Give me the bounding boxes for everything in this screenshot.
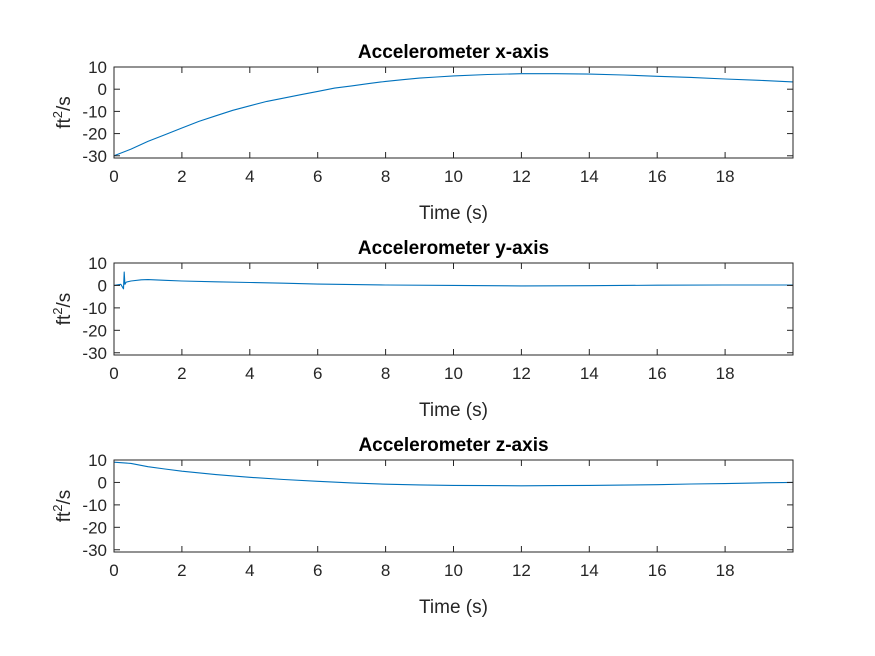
x-axis-ylabel-unit: /s [54, 96, 75, 111]
z-axis-xtick-label: 12 [512, 561, 531, 580]
z-axis-xtick-label: 16 [648, 561, 667, 580]
y-axis-xtick-label: 18 [716, 364, 735, 383]
x-axis-ytick-label: -30 [82, 147, 107, 166]
y-axis-xtick-label: 4 [245, 364, 254, 383]
x-axis-axes-box [113, 66, 794, 159]
y-axis-xlabel: Time (s) [419, 400, 488, 421]
x-axis-ytick-label: -10 [82, 102, 107, 121]
x-axis-xtick-label: 14 [580, 167, 599, 186]
z-axis-xtick-label: 8 [381, 561, 390, 580]
subplot-z-axis: 0 2 4 6 8 10 12 14 16 18 10 0 -10 -20 -30 Accelerometer… [50, 435, 794, 618]
z-axis-ytick-label: 0 [98, 473, 107, 492]
x-axis-xtick-label: 12 [512, 167, 531, 186]
y-axis-data-line-0 [113, 271, 793, 290]
x-axis-ylabel-exponent: 2 [50, 111, 65, 118]
y-axis-xtick-label: 12 [512, 364, 531, 383]
z-axis-ylabel-unit: /s [54, 490, 75, 505]
z-axis-xlabel: Time (s) [419, 597, 488, 618]
y-axis-xtick-label: 0 [109, 364, 118, 383]
x-axis-ylabel-base: ft [54, 118, 75, 129]
y-axis-ytick-label: -10 [82, 299, 107, 318]
subplot-y-axis: 0 2 4 6 8 10 12 14 16 18 10 0 -10 -20 -30 Accelerometer… [50, 238, 794, 421]
x-axis-title: Accelerometer x-axis [358, 42, 549, 63]
y-axis-xtick-label: 2 [177, 364, 186, 383]
x-axis-xtick-label: 10 [444, 167, 463, 186]
z-axis-ylabel: ft2/s [50, 490, 75, 523]
y-axis-xtick-label: 6 [313, 364, 322, 383]
x-axis-xlabel: Time (s) [419, 203, 488, 224]
z-axis-xtick-label: 6 [313, 561, 322, 580]
z-axis-data-line-0 [113, 461, 794, 487]
y-axis-ylabel-base: ft [54, 314, 75, 325]
x-axis-ytick-label: -20 [82, 125, 107, 144]
x-axis-xtick-label: 6 [313, 167, 322, 186]
x-axis-ytick-label: 0 [98, 80, 107, 99]
x-axis-ytick-label: 10 [88, 58, 107, 77]
y-axis-ytick-label: -30 [82, 344, 107, 363]
y-axis-xtick-label: 16 [648, 364, 667, 383]
x-axis-xtick-label: 16 [648, 167, 667, 186]
x-axis-xtick-label: 4 [245, 167, 254, 186]
y-axis-ylabel-unit: /s [54, 293, 75, 308]
z-axis-axes-box [113, 459, 794, 553]
y-axis-ylabel: ft2/s [50, 293, 75, 326]
y-axis-ytick-label: 0 [98, 276, 107, 295]
z-axis-ytick-label: -30 [82, 541, 107, 560]
y-axis-ytick-label: 10 [88, 254, 107, 273]
x-axis-xtick-label: 18 [716, 167, 735, 186]
z-axis-ylabel-base: ft [54, 511, 75, 522]
x-axis-xtick-label: 8 [381, 167, 390, 186]
z-axis-xtick-label: 0 [109, 561, 118, 580]
y-axis-title: Accelerometer y-axis [358, 238, 549, 259]
y-axis-ytick-label: -20 [82, 321, 107, 340]
y-axis-xtick-label: 8 [381, 364, 390, 383]
z-axis-ytick-label: -20 [82, 518, 107, 537]
z-axis-xtick-label: 4 [245, 561, 254, 580]
z-axis-xtick-label: 10 [444, 561, 463, 580]
z-axis-title: Accelerometer z-axis [358, 435, 548, 456]
y-axis-xtick-label: 14 [580, 364, 599, 383]
z-axis-xtick-label: 14 [580, 561, 599, 580]
x-axis-ylabel: ft2/s [50, 96, 75, 129]
z-axis-ytick-label: -10 [82, 496, 107, 515]
y-axis-ylabel-exponent: 2 [50, 307, 65, 314]
z-axis-xtick-label: 2 [177, 561, 186, 580]
z-axis-ytick-label: 10 [88, 451, 107, 470]
x-axis-data-line-0 [113, 73, 794, 157]
y-axis-axes-box [113, 262, 794, 356]
y-axis-xtick-label: 10 [444, 364, 463, 383]
z-axis-ylabel-exponent: 2 [50, 504, 65, 511]
x-axis-xtick-label: 0 [109, 167, 118, 186]
z-axis-xtick-label: 18 [716, 561, 735, 580]
subplot-x-axis: 0 2 4 6 8 10 12 14 16 18 10 0 -10 -20 -30 Accelerometer… [50, 42, 794, 224]
x-axis-xtick-label: 2 [177, 167, 186, 186]
